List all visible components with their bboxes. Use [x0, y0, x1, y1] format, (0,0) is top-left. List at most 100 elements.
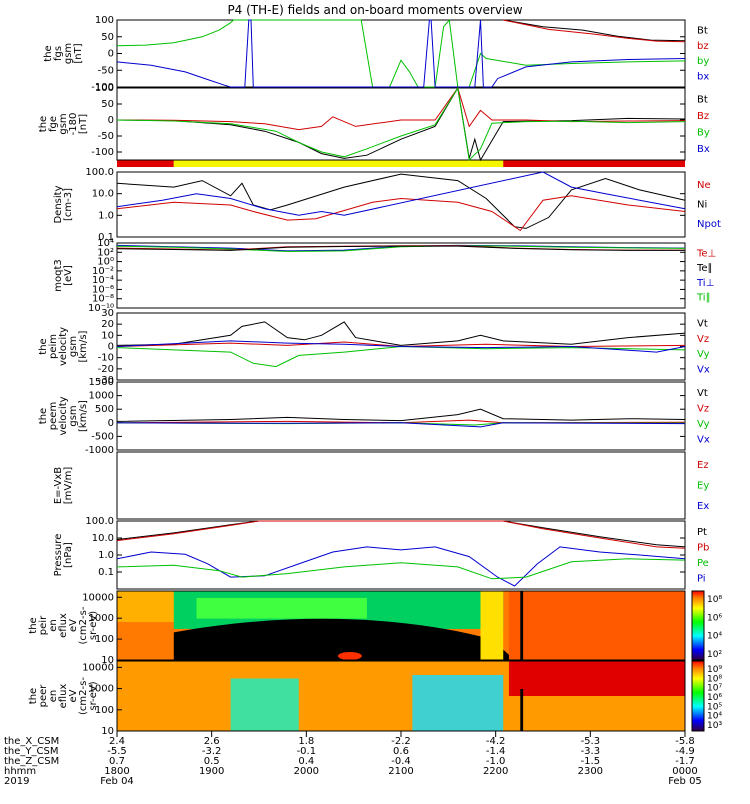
y-tick-label: 10	[101, 655, 114, 666]
spectrogram-region	[337, 652, 362, 660]
x-tick-label: 2000	[294, 766, 319, 777]
y-axis-label: the	[38, 338, 49, 354]
legend-entry: Vx	[697, 364, 710, 375]
x-tick-label: -5.3	[581, 736, 601, 747]
y-tick-label: 100	[95, 705, 114, 716]
y-tick-label: 100.0	[85, 516, 114, 527]
colorbar-tick-label: 10⁶	[707, 693, 722, 703]
legend-entry: Ez	[697, 460, 709, 471]
legend-entry: Bt	[697, 94, 708, 105]
spectrogram-region	[480, 591, 504, 660]
colorbar-tick-label: 10⁵	[707, 702, 722, 712]
y-tick-label: 1000	[89, 684, 114, 695]
series-line-ni	[116, 173, 686, 229]
x-tick-label: 1900	[199, 766, 224, 777]
legend-entry: Ti∥	[696, 293, 711, 304]
y-axis-label: fge	[48, 116, 59, 132]
colorbar-tick-label: 10⁴	[707, 632, 722, 642]
x-tick-label: 0.6	[393, 746, 409, 757]
panel-density: 100.0 10.0 1.0 0.1 Density [cm-3] Ne Ni Npot	[53, 167, 721, 243]
colorbar-tick-label: 10⁷	[707, 684, 722, 694]
x-tick-label: 2300	[578, 766, 603, 777]
x-date-label: Feb 04	[100, 776, 134, 787]
y-axis-label: peem	[48, 402, 59, 430]
x-tick-label: 2.6	[204, 736, 220, 747]
y-tick-label: 10000	[82, 662, 114, 673]
y-axis-label: velocity	[58, 327, 69, 366]
y-tick-label: 10.0	[92, 533, 114, 544]
y-axis-label: the	[28, 617, 39, 633]
legend-entry: Vy	[697, 349, 710, 360]
x-date-label: Feb 05	[668, 776, 702, 787]
series-line-by	[116, 18, 686, 88]
y-axis-label: the	[43, 45, 54, 61]
y-tick-label: 10⁴	[97, 238, 114, 249]
y-axis-label: [cm-3]	[63, 188, 74, 221]
y-axis-label: gsm	[58, 113, 69, 134]
legend-entry: Ti⊥	[696, 278, 714, 289]
legend-entry: Te⊥	[696, 248, 716, 259]
y-tick-label: 10000	[82, 592, 114, 603]
legend-entry: Pb	[697, 542, 709, 553]
series-line-bz	[503, 19, 686, 43]
y-axis-label: fgs	[53, 46, 64, 61]
legend-entry: bz	[697, 41, 709, 52]
y-tick-label: 10²	[97, 247, 114, 258]
y-tick-label: -30	[98, 375, 114, 386]
y-tick-label: -50	[98, 65, 114, 76]
y-axis-label: [nT]	[78, 114, 89, 134]
legend-entry: Pe	[697, 558, 709, 569]
legend-entry: Bx	[697, 144, 710, 155]
x-tick-label: 1.8	[298, 736, 314, 747]
y-axis-label: gsm	[68, 336, 79, 357]
colorbar-tick-label: 10²	[707, 650, 722, 660]
y-tick-label: 100	[95, 634, 114, 645]
x-tick-label: -1.4	[486, 746, 506, 757]
spectrogram-region	[508, 591, 685, 660]
legend-entry: Ni	[697, 200, 707, 211]
y-tick-label: 10⁻⁶	[92, 284, 114, 295]
legend-entry: Pi	[697, 573, 706, 584]
x-tick-label: -3.2	[202, 746, 222, 757]
legend-entry: By	[697, 127, 710, 138]
y-tick-label: 10⁻¹⁰	[88, 303, 114, 314]
series-line-vy	[116, 345, 686, 368]
legend-entry: Bz	[697, 111, 709, 122]
colorbar-tick-label: 10³	[707, 721, 722, 731]
colorbar-tick-label: 10⁹	[707, 665, 722, 675]
y-tick-label: 10	[101, 330, 114, 341]
y-axis-label: sr-eV)	[88, 611, 99, 640]
series-line-ti∥	[116, 245, 686, 253]
panel-fgs: 100 50 0 -50 -100 the fgs gsm [nT] Bt bz by bx	[43, 15, 709, 93]
series-line-pi	[116, 546, 686, 587]
y-axis-label: [km/s]	[78, 330, 89, 362]
spectrogram-gap	[520, 591, 524, 660]
x-tick-label: 0000	[672, 766, 697, 777]
y-axis-label: velocity	[58, 396, 69, 435]
panel-pressure: 100.0 10.0 1.0 0.1 Pressure [nPa] Pt Pb Pe Pi	[53, 516, 709, 590]
spectrogram-low-flux	[173, 618, 515, 660]
x-tick-label: 0.5	[204, 756, 220, 767]
y-axis-label: [mV/m]	[63, 467, 74, 505]
x-tick-label: 1800	[104, 766, 129, 777]
colorbar	[691, 660, 705, 732]
y-axis-label: the	[38, 116, 49, 132]
colorbar-tick-label: 10⁴	[707, 712, 722, 722]
y-axis-label: sr-eV)	[88, 681, 99, 710]
colorbar-tick-label: 10⁶	[707, 613, 722, 623]
y-tick-label: 10⁰	[97, 257, 114, 268]
legend-entry: Ex	[697, 501, 709, 512]
y-tick-label: -100	[91, 82, 114, 93]
y-tick-label: 20	[101, 319, 114, 330]
series-line-vt	[116, 408, 686, 422]
spectrogram-region	[508, 661, 685, 696]
y-axis-label: the	[38, 408, 49, 424]
colorbar-tick-label: 10⁸	[707, 674, 722, 684]
y-axis-label: Density	[53, 185, 64, 223]
series-line-by	[116, 86, 686, 162]
